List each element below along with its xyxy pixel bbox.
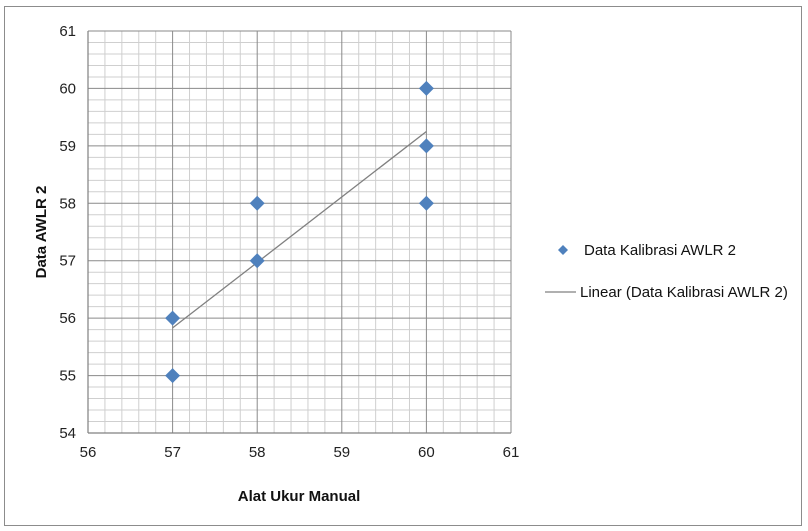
data-point <box>418 80 434 96</box>
data-point <box>165 368 181 384</box>
y-tick-label: 61 <box>59 23 76 40</box>
legend-trendline-label: Linear (Data Kalibrasi AWLR 2) <box>580 284 788 301</box>
y-tick-label: 59 <box>59 138 76 155</box>
y-axis-title: Data AWLR 2 <box>33 186 50 279</box>
points-layer <box>165 80 434 384</box>
trendline <box>172 130 427 329</box>
y-tick-label: 55 <box>59 368 76 385</box>
axis-layer <box>87 31 511 434</box>
y-tick-label: 58 <box>59 195 76 212</box>
data-point <box>418 195 434 211</box>
data-point <box>249 195 265 211</box>
x-tick-label: 58 <box>249 444 266 461</box>
y-tick-label: 54 <box>59 425 76 442</box>
legend-series-label: Data Kalibrasi AWLR 2 <box>584 242 736 259</box>
data-point <box>418 138 434 154</box>
tick-labels: 56 57 58 59 60 61 54 55 56 57 58 59 60 61 <box>59 23 519 461</box>
legend: Data Kalibrasi AWLR 2 Linear (Data Kalib… <box>545 242 788 301</box>
legend-series-marker <box>558 245 568 255</box>
x-tick-label: 57 <box>164 444 181 461</box>
x-tick-label: 60 <box>418 444 435 461</box>
x-axis-title: Alat Ukur Manual <box>238 488 361 505</box>
trend-layer <box>172 130 427 329</box>
data-point <box>165 310 181 326</box>
data-point <box>249 253 265 269</box>
x-tick-label: 59 <box>333 444 350 461</box>
x-tick-label: 61 <box>503 444 520 461</box>
y-tick-label: 56 <box>59 310 76 327</box>
y-tick-label: 57 <box>59 253 76 270</box>
grid-layer <box>87 30 512 434</box>
y-tick-label: 60 <box>59 80 76 97</box>
x-tick-label: 56 <box>80 444 97 461</box>
chart-frame <box>4 6 802 526</box>
